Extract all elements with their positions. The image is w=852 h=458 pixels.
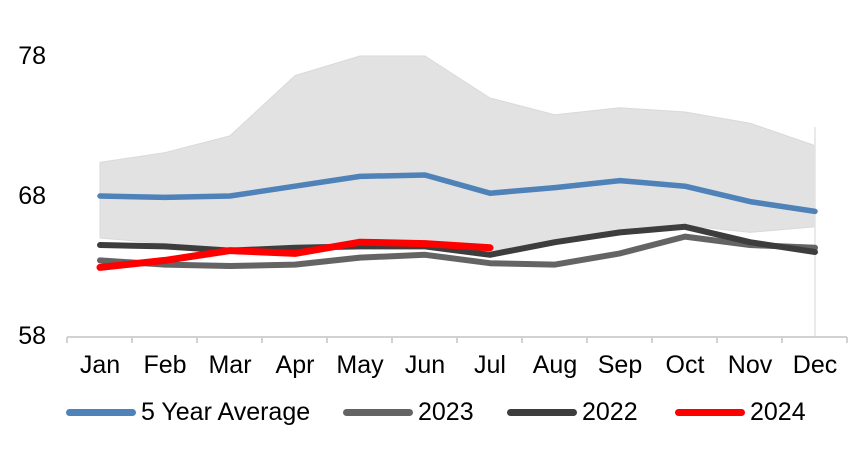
x-axis-month-label: Feb: [143, 351, 187, 379]
legend-label-2024: 2024: [750, 398, 806, 426]
chart-legend: 5 Year Average 2023 2022 2024: [0, 397, 852, 427]
legend-swatch-2023: [343, 408, 413, 416]
x-axis-month-label: Dec: [792, 351, 838, 379]
x-axis-month-label: Sep: [597, 351, 643, 379]
legend-label-5-year-average: 5 Year Average: [141, 398, 311, 426]
series-line-2023: [97, 233, 818, 269]
y-axis-tick-label: 68: [18, 182, 46, 210]
x-axis-month-label: Jun: [404, 351, 446, 379]
x-axis-month-label: Jan: [79, 351, 121, 379]
x-axis-month-label: Oct: [665, 351, 705, 379]
legend-item-2022[interactable]: 2022: [507, 397, 638, 427]
legend-swatch-5-year-average: [66, 408, 136, 416]
series-line-5-year-average: [97, 172, 818, 215]
series-line-2024: [96, 238, 494, 271]
legend-item-2023[interactable]: 2023: [343, 397, 474, 427]
x-axis-month-label: Nov: [727, 351, 773, 379]
legend-swatch-2022: [507, 408, 577, 416]
x-axis-month-label: Aug: [532, 351, 578, 379]
x-axis-month-label: Apr: [275, 351, 315, 379]
legend-item-2024[interactable]: 2024: [675, 397, 806, 427]
legend-label-2022: 2022: [582, 398, 638, 426]
five-year-range-band: [99, 55, 816, 253]
y-axis-tick-label: 78: [18, 42, 46, 70]
x-axis-month-label: Jul: [474, 351, 506, 379]
y-axis-tick-label: 58: [18, 322, 46, 350]
legend-item-5-year-average[interactable]: 5 Year Average: [66, 397, 310, 427]
legend-swatch-2024: [675, 408, 745, 416]
x-axis-month-label: Mar: [208, 351, 252, 379]
x-axis-month-label: May: [336, 351, 384, 379]
legend-label-2023: 2023: [418, 398, 474, 426]
